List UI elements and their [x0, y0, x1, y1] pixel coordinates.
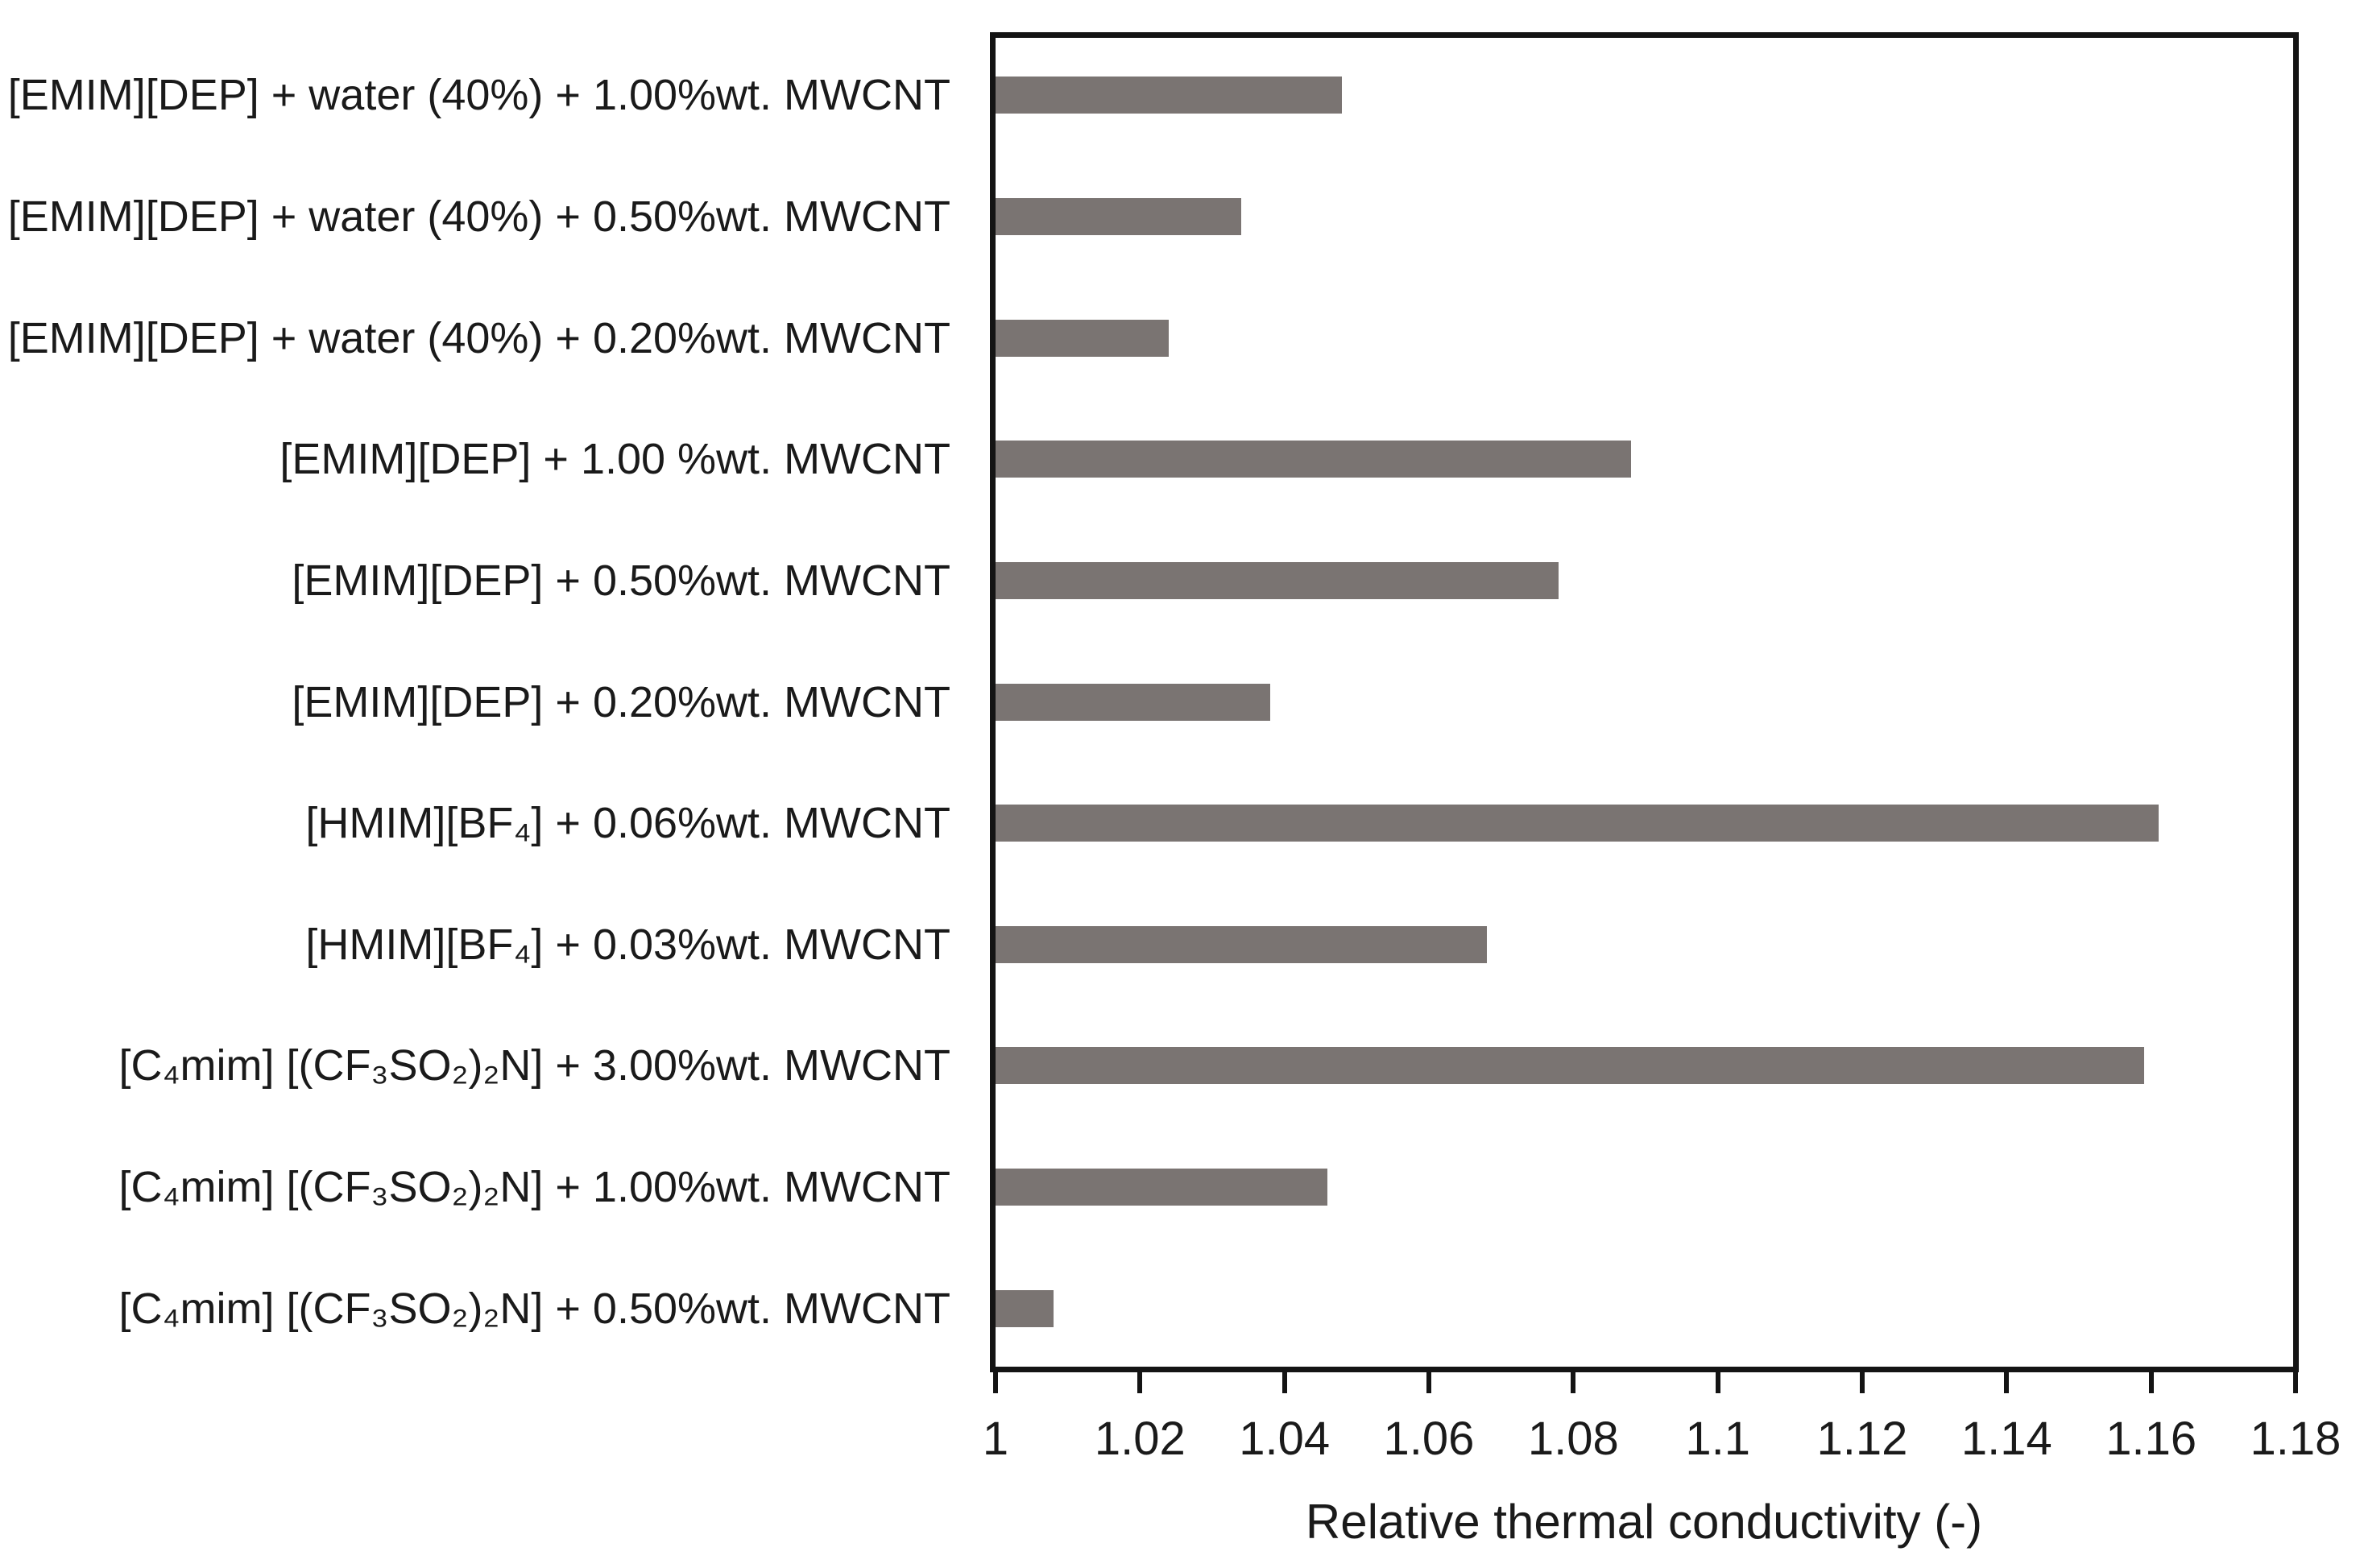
x-axis-tick [2148, 1371, 2154, 1393]
bar [996, 1169, 1328, 1206]
bar [996, 1289, 1054, 1327]
category-label: [C₄mim] [(CF₃SO₂)₂N] + 0.50%wt. MWCNT [118, 1284, 951, 1333]
category-label: [EMIM][DEP] + water (40%) + 1.00%wt. MWC… [7, 71, 950, 120]
x-axis-tick-label: 1.16 [2105, 1413, 2197, 1465]
category-label: [EMIM][DEP] + 1.00 %wt. MWCNT [279, 435, 950, 484]
bar [996, 319, 1170, 357]
bar [996, 441, 1632, 478]
x-axis-tick-label: 1.12 [1816, 1413, 1908, 1465]
bar [996, 1047, 2144, 1085]
x-axis-tick-label: 1.08 [1527, 1413, 1619, 1465]
x-axis-tick-label: 1.04 [1239, 1413, 1331, 1465]
x-axis-tick-label: 1.18 [2250, 1413, 2341, 1465]
category-label: [EMIM][DEP] + water (40%) + 0.50%wt. MWC… [7, 192, 950, 241]
x-axis-tick [993, 1371, 998, 1393]
x-axis-tick-label: 1 [982, 1413, 1009, 1465]
bar [996, 197, 1241, 235]
category-label: [EMIM][DEP] + water (40%) + 0.20%wt. MWC… [7, 313, 950, 362]
category-label: [C₄mim] [(CF₃SO₂)₂N] + 1.00%wt. MWCNT [118, 1163, 951, 1212]
x-axis-tick [1860, 1371, 1865, 1393]
x-axis-tick-label: 1.14 [1960, 1413, 2052, 1465]
x-axis-tick [1571, 1371, 1576, 1393]
category-label: [HMIM][BF₄] + 0.03%wt. MWCNT [305, 920, 950, 969]
bar [996, 561, 1559, 599]
bar [996, 925, 1487, 963]
x-axis-tick-label: 1.06 [1383, 1413, 1475, 1465]
x-axis-tick-label: 1.1 [1685, 1413, 1750, 1465]
x-axis-tick [1715, 1371, 1720, 1393]
x-axis-tick-label: 1.02 [1094, 1413, 1186, 1465]
x-axis-title: Relative thermal conductivity (-) [1305, 1495, 1983, 1549]
category-label: [C₄mim] [(CF₃SO₂)₂N] + 3.00%wt. MWCNT [118, 1041, 951, 1090]
x-axis-tick [2293, 1371, 2298, 1393]
category-label: [HMIM][BF₄] + 0.06%wt. MWCNT [305, 799, 950, 848]
bar [996, 77, 1343, 114]
category-label: [EMIM][DEP] + 0.50%wt. MWCNT [292, 556, 950, 605]
plot-area-border [990, 32, 2299, 1372]
bar [996, 683, 1270, 721]
x-axis-tick [1426, 1371, 1431, 1393]
bar [996, 805, 2159, 842]
x-axis-tick [1137, 1371, 1143, 1393]
x-axis-tick [2004, 1371, 2010, 1393]
category-label: [EMIM][DEP] + 0.20%wt. MWCNT [292, 677, 950, 726]
x-axis-tick [1281, 1371, 1287, 1393]
